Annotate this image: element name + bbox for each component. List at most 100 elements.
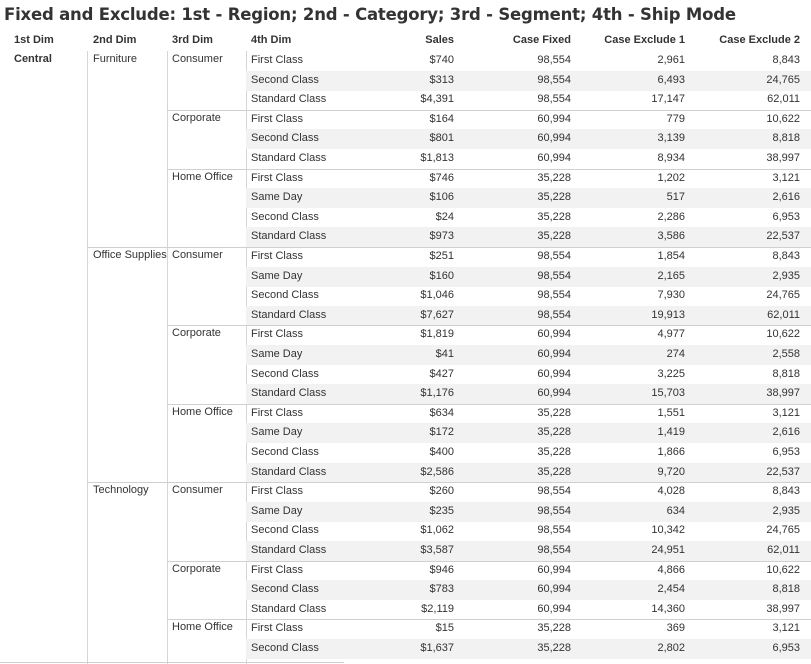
- case-exclude-2-cell[interactable]: 38,997: [766, 387, 800, 400]
- case-exclude-2-cell[interactable]: 2,935: [772, 504, 800, 517]
- case-exclude-1-cell[interactable]: 3,586: [657, 230, 685, 243]
- case-exclude-2-cell[interactable]: 3,121: [772, 171, 800, 184]
- case-fixed-cell[interactable]: 35,228: [537, 210, 571, 223]
- ship-mode-cell[interactable]: Standard Class: [251, 93, 327, 106]
- case-exclude-2-cell[interactable]: 22,537: [766, 230, 800, 243]
- ship-mode-cell[interactable]: First Class: [251, 485, 303, 498]
- case-exclude-2-cell[interactable]: 8,843: [772, 54, 800, 66]
- header-sales[interactable]: Sales: [425, 34, 454, 46]
- table-row[interactable]: Standard Class $3,587 98,554 24,951 62,011: [246, 541, 811, 561]
- case-exclude-1-cell[interactable]: 2,454: [657, 583, 685, 596]
- ship-mode-cell[interactable]: Second Class: [251, 367, 319, 380]
- table-row[interactable]: Second Class $1,062 98,554 10,342 24,765: [246, 521, 811, 541]
- case-exclude-2-cell[interactable]: 2,616: [772, 191, 800, 204]
- segment-label[interactable]: Corporate: [172, 562, 221, 575]
- table-row[interactable]: Second Class $801 60,994 3,139 8,818: [246, 129, 811, 150]
- case-exclude-1-cell[interactable]: 1,551: [657, 406, 685, 419]
- table-row[interactable]: Second Class $1,046 98,554 7,930 24,765: [246, 286, 811, 306]
- table-row[interactable]: First Class $251 98,554 1,854 8,843: [246, 247, 811, 267]
- ship-mode-cell[interactable]: Same Day: [251, 504, 303, 517]
- case-fixed-cell[interactable]: 60,994: [537, 563, 571, 576]
- case-fixed-cell[interactable]: 35,228: [537, 446, 571, 458]
- table-row[interactable]: Same Day $41 60,994 274 2,558: [246, 345, 811, 365]
- table-row[interactable]: First Class $740 98,554 2,961 8,843: [246, 51, 811, 71]
- case-fixed-cell[interactable]: 98,554: [537, 485, 571, 498]
- case-exclude-1-cell[interactable]: 1,202: [657, 171, 685, 184]
- sales-cell[interactable]: $801: [429, 132, 454, 145]
- case-exclude-1-cell[interactable]: 19,913: [651, 308, 685, 321]
- sales-cell[interactable]: $1,637: [420, 642, 454, 654]
- table-row[interactable]: Standard Class $973 35,228 3,586 22,537: [246, 227, 811, 248]
- case-exclude-2-cell[interactable]: 2,558: [772, 348, 800, 360]
- case-exclude-2-cell[interactable]: 10,622: [766, 563, 800, 576]
- table-row[interactable]: First Class $15 35,228 369 3,121: [246, 619, 811, 639]
- ship-mode-cell[interactable]: Second Class: [251, 132, 319, 145]
- table-row[interactable]: Standard Class $4,391 98,554 17,147 62,011: [246, 90, 811, 110]
- ship-mode-cell[interactable]: Second Class: [251, 524, 319, 537]
- sales-cell[interactable]: $2,586: [420, 465, 454, 478]
- case-exclude-1-cell[interactable]: 10,342: [651, 524, 685, 537]
- ship-mode-cell[interactable]: Second Class: [251, 583, 319, 596]
- case-fixed-cell[interactable]: 35,228: [537, 230, 571, 243]
- case-exclude-2-cell[interactable]: 62,011: [767, 544, 800, 556]
- table-row[interactable]: Same Day $235 98,554 634 2,935: [246, 501, 811, 522]
- ship-mode-cell[interactable]: First Class: [251, 328, 303, 341]
- case-exclude-1-cell[interactable]: 1,419: [657, 426, 685, 439]
- case-exclude-1-cell[interactable]: 4,977: [657, 328, 685, 341]
- ship-mode-cell[interactable]: First Class: [251, 54, 303, 66]
- case-exclude-2-cell[interactable]: 8,843: [772, 485, 800, 498]
- sales-cell[interactable]: $1,062: [420, 524, 454, 537]
- table-row[interactable]: Second Class $783 60,994 2,454 8,818: [246, 580, 811, 601]
- segment-label[interactable]: Corporate: [172, 111, 221, 124]
- case-fixed-cell[interactable]: 60,994: [537, 387, 571, 400]
- case-exclude-2-cell[interactable]: 8,818: [772, 583, 800, 596]
- sales-cell[interactable]: $313: [429, 73, 454, 86]
- table-row[interactable]: Standard Class $2,119 60,994 14,360 38,997: [246, 600, 811, 620]
- case-exclude-2-cell[interactable]: 8,818: [772, 367, 800, 380]
- table-row[interactable]: Same Day $172 35,228 1,419 2,616: [246, 423, 811, 444]
- case-fixed-cell[interactable]: 98,554: [537, 54, 571, 66]
- case-exclude-1-cell[interactable]: 24,951: [651, 544, 685, 556]
- case-exclude-1-cell[interactable]: 17,147: [651, 93, 685, 106]
- sales-cell[interactable]: $783: [429, 583, 454, 596]
- case-fixed-cell[interactable]: 35,228: [537, 191, 571, 204]
- sales-cell[interactable]: $4,391: [420, 93, 454, 106]
- header-1st-dim[interactable]: 1st Dim: [14, 34, 54, 46]
- case-exclude-2-cell[interactable]: 8,843: [772, 250, 800, 262]
- case-fixed-cell[interactable]: 60,994: [537, 328, 571, 341]
- case-fixed-cell[interactable]: 60,994: [537, 132, 571, 145]
- case-exclude-2-cell[interactable]: 3,121: [772, 406, 800, 419]
- case-exclude-2-cell[interactable]: 2,616: [772, 426, 800, 439]
- case-fixed-cell[interactable]: 98,554: [537, 269, 571, 282]
- table-row[interactable]: Standard Class $2,586 35,228 9,720 22,537: [246, 462, 811, 483]
- ship-mode-cell[interactable]: Same Day: [251, 191, 303, 204]
- case-exclude-2-cell[interactable]: 10,622: [766, 328, 800, 341]
- sales-cell[interactable]: $15: [435, 622, 454, 635]
- case-exclude-1-cell[interactable]: 2,165: [657, 269, 685, 282]
- segment-label[interactable]: Home Office: [172, 621, 233, 634]
- case-fixed-cell[interactable]: 98,554: [537, 250, 571, 262]
- ship-mode-cell[interactable]: Same Day: [251, 348, 303, 360]
- header-3rd-dim[interactable]: 3rd Dim: [172, 34, 213, 46]
- case-fixed-cell[interactable]: 35,228: [537, 642, 571, 654]
- ship-mode-cell[interactable]: Second Class: [251, 642, 319, 654]
- header-2nd-dim[interactable]: 2nd Dim: [93, 34, 137, 46]
- case-exclude-1-cell[interactable]: 4,028: [657, 485, 685, 498]
- ship-mode-cell[interactable]: Second Class: [251, 210, 319, 223]
- sales-cell[interactable]: $24: [435, 210, 454, 223]
- table-row[interactable]: Second Class $427 60,994 3,225 8,818: [246, 365, 811, 385]
- table-row[interactable]: Same Day $160 98,554 2,165 2,935: [246, 266, 811, 287]
- ship-mode-cell[interactable]: Standard Class: [251, 465, 327, 478]
- case-exclude-1-cell[interactable]: 2,286: [657, 210, 685, 223]
- case-exclude-1-cell[interactable]: 779: [666, 112, 685, 125]
- ship-mode-cell[interactable]: First Class: [251, 112, 303, 125]
- sales-cell[interactable]: $260: [429, 485, 454, 498]
- table-row[interactable]: Second Class $1,637 35,228 2,802 6,953: [246, 639, 811, 659]
- table-row[interactable]: Second Class $313 98,554 6,493 24,765: [246, 70, 811, 91]
- case-exclude-1-cell[interactable]: 634: [666, 504, 685, 517]
- case-fixed-cell[interactable]: 98,554: [537, 289, 571, 302]
- case-fixed-cell[interactable]: 60,994: [537, 583, 571, 596]
- ship-mode-cell[interactable]: Standard Class: [251, 544, 327, 556]
- sales-cell[interactable]: $946: [429, 563, 454, 576]
- case-fixed-cell[interactable]: 60,994: [537, 348, 571, 360]
